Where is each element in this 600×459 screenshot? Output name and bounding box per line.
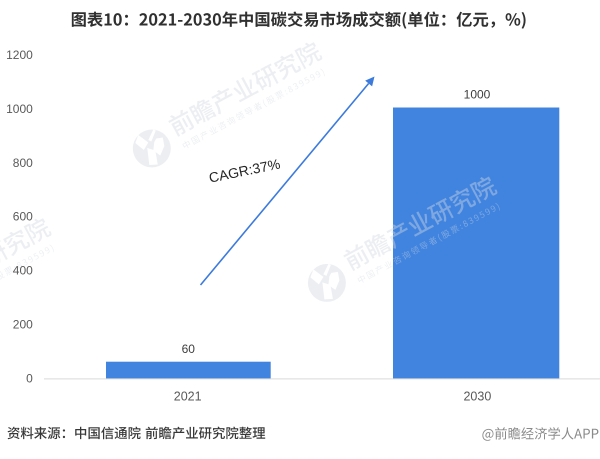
svg-text:2030: 2030 xyxy=(463,390,491,404)
svg-text:200: 200 xyxy=(13,318,33,332)
svg-text:800: 800 xyxy=(13,156,33,170)
svg-text:1000: 1000 xyxy=(464,88,491,102)
svg-text:0: 0 xyxy=(26,371,33,385)
svg-text:400: 400 xyxy=(13,264,33,278)
svg-text:600: 600 xyxy=(13,210,33,224)
svg-text:1200: 1200 xyxy=(6,48,33,62)
svg-text:1000: 1000 xyxy=(6,102,33,116)
svg-text:2021: 2021 xyxy=(174,390,202,404)
svg-text:60: 60 xyxy=(182,342,196,356)
